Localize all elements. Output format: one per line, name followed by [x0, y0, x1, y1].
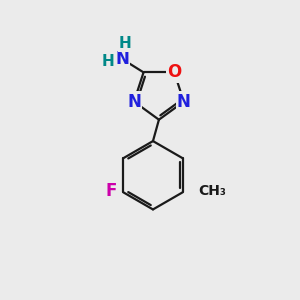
- Text: N: N: [127, 93, 141, 111]
- Text: F: F: [105, 182, 117, 200]
- Text: H: H: [101, 54, 114, 69]
- Text: N: N: [115, 50, 129, 68]
- Text: O: O: [167, 63, 182, 81]
- Text: CH₃: CH₃: [198, 184, 226, 198]
- Text: N: N: [177, 93, 191, 111]
- Text: H: H: [119, 36, 131, 51]
